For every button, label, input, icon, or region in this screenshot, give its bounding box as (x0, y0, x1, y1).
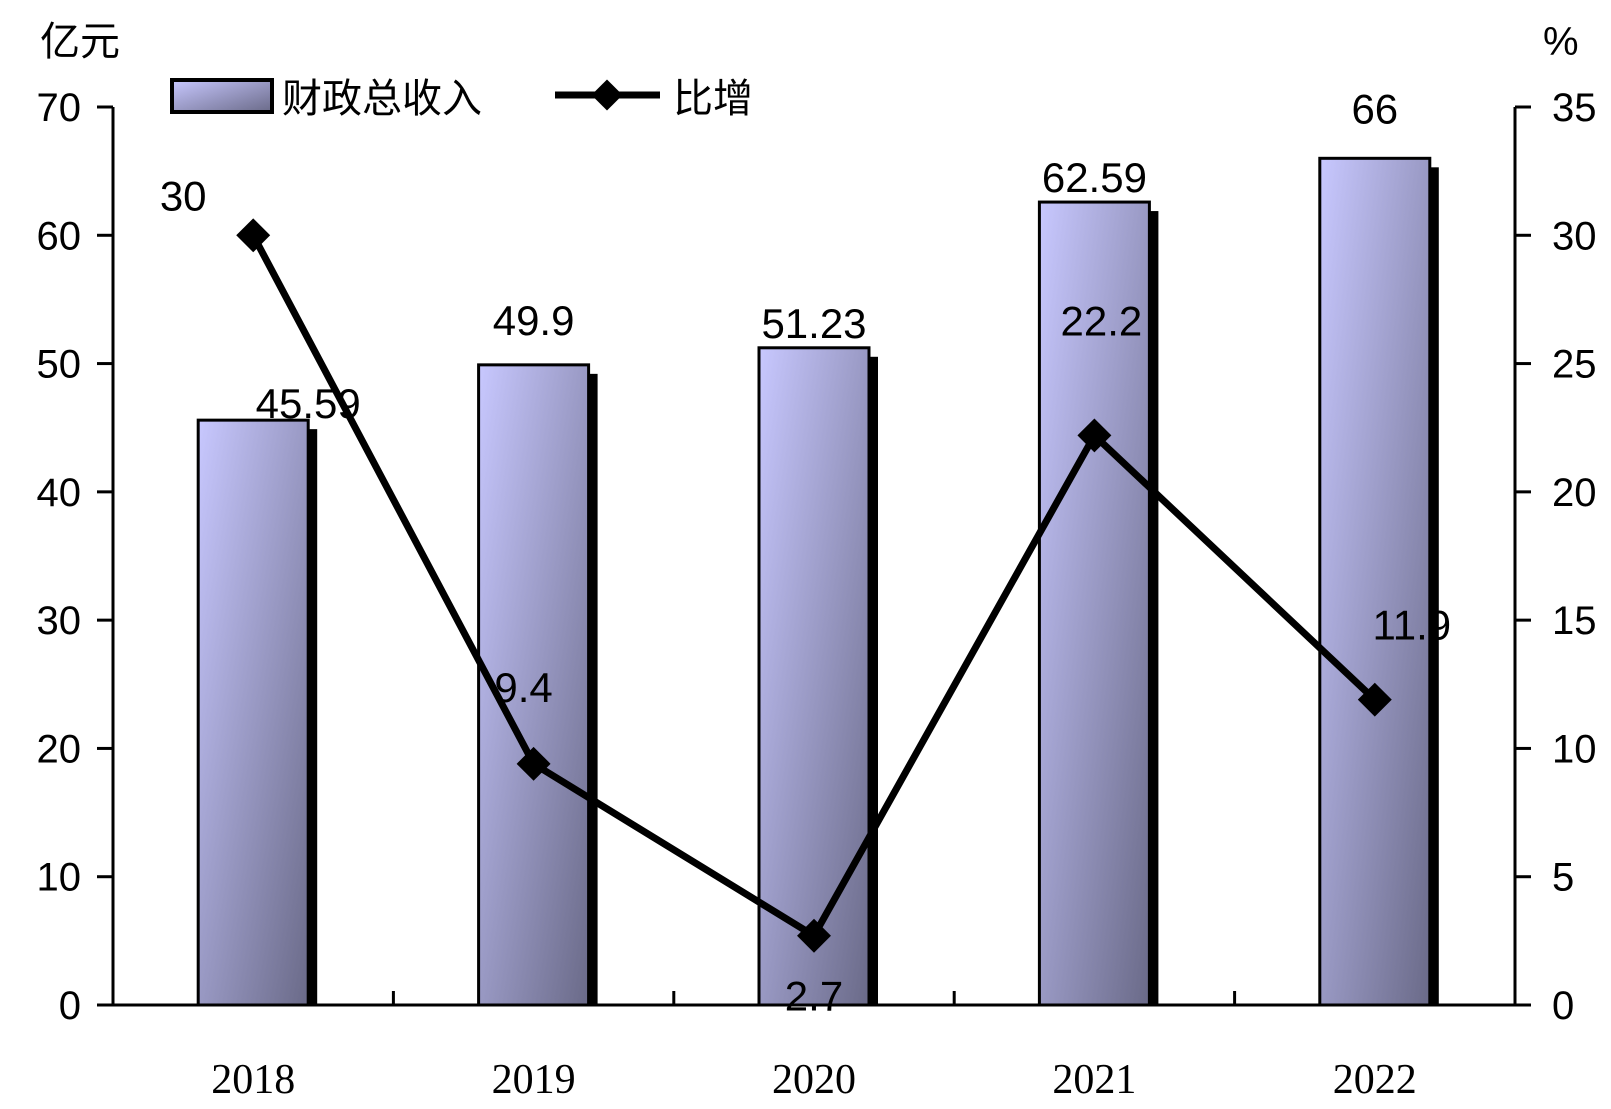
left-tick-label: 0 (59, 984, 81, 1028)
right-axis-unit: % (1543, 20, 1579, 64)
left-tick-label: 70 (37, 86, 82, 130)
left-tick-label: 40 (37, 471, 82, 515)
line-marker (236, 218, 271, 253)
right-tick-label: 0 (1552, 984, 1574, 1028)
bar-series (196, 156, 1439, 1007)
line-value-label: 30 (160, 172, 207, 219)
legend-bar-swatch (170, 78, 274, 114)
line-value-label: 22.2 (1061, 297, 1143, 344)
x-tick-label: 2020 (772, 1057, 856, 1103)
x-tick-label: 2019 (492, 1057, 576, 1103)
bar (477, 363, 591, 1007)
bar-value-labels: 45.59 49.9 51.23 62.59 66 (256, 85, 1399, 427)
legend: 财政总收入 比增 (170, 77, 753, 121)
line-value-labels: 30 9.4 2.7 22.2 11.9 (160, 172, 1451, 1019)
line-value-label: 11.9 (1372, 602, 1451, 649)
axes (111, 107, 1517, 1007)
line-marker (797, 918, 831, 953)
x-tick-label: 2018 (211, 1057, 295, 1103)
line-value-label: 2.7 (785, 973, 843, 1020)
line-value-label: 9.4 (494, 664, 552, 711)
right-tick-label: 5 (1552, 856, 1574, 900)
bar (1037, 200, 1151, 1007)
x-tick-label: 2022 (1333, 1057, 1417, 1103)
bar-value-label: 49.9 (493, 297, 575, 344)
line-marker (1077, 418, 1112, 453)
right-tick-label: 15 (1552, 599, 1597, 643)
left-tick-label: 60 (37, 214, 82, 258)
left-tick-label: 50 (37, 343, 82, 387)
right-tick-label: 25 (1552, 343, 1597, 387)
right-tick-label: 30 (1552, 214, 1597, 258)
legend-line-marker (591, 79, 623, 111)
legend-line-label: 比增 (673, 77, 753, 121)
bar (196, 418, 310, 1007)
left-axis-ticks: 0 10 20 30 40 50 60 70 (37, 86, 113, 1028)
right-tick-label: 20 (1552, 471, 1597, 515)
bar-value-label: 66 (1351, 85, 1398, 132)
legend-bar-label: 财政总收入 (282, 77, 482, 121)
bar (1318, 156, 1432, 1007)
bar (757, 346, 871, 1007)
left-axis-unit: 亿元 (40, 20, 120, 64)
x-axis-labels: 2018 2019 2020 2021 2022 (211, 1057, 1417, 1103)
x-tick-label: 2021 (1052, 1057, 1136, 1103)
bar-value-label: 62.59 (1042, 154, 1147, 201)
bar-value-label: 51.23 (761, 300, 866, 347)
left-tick-label: 20 (37, 727, 82, 771)
right-axis-ticks: 0 5 10 15 20 25 30 35 (1515, 86, 1597, 1028)
right-tick-label: 35 (1552, 86, 1597, 130)
right-tick-label: 10 (1552, 727, 1597, 771)
line-marker (516, 746, 551, 781)
line-marker (1357, 682, 1392, 717)
left-tick-label: 10 (37, 856, 82, 900)
line-series (236, 218, 1392, 953)
bar-value-label: 45.59 (256, 380, 361, 427)
left-tick-label: 30 (37, 599, 82, 643)
